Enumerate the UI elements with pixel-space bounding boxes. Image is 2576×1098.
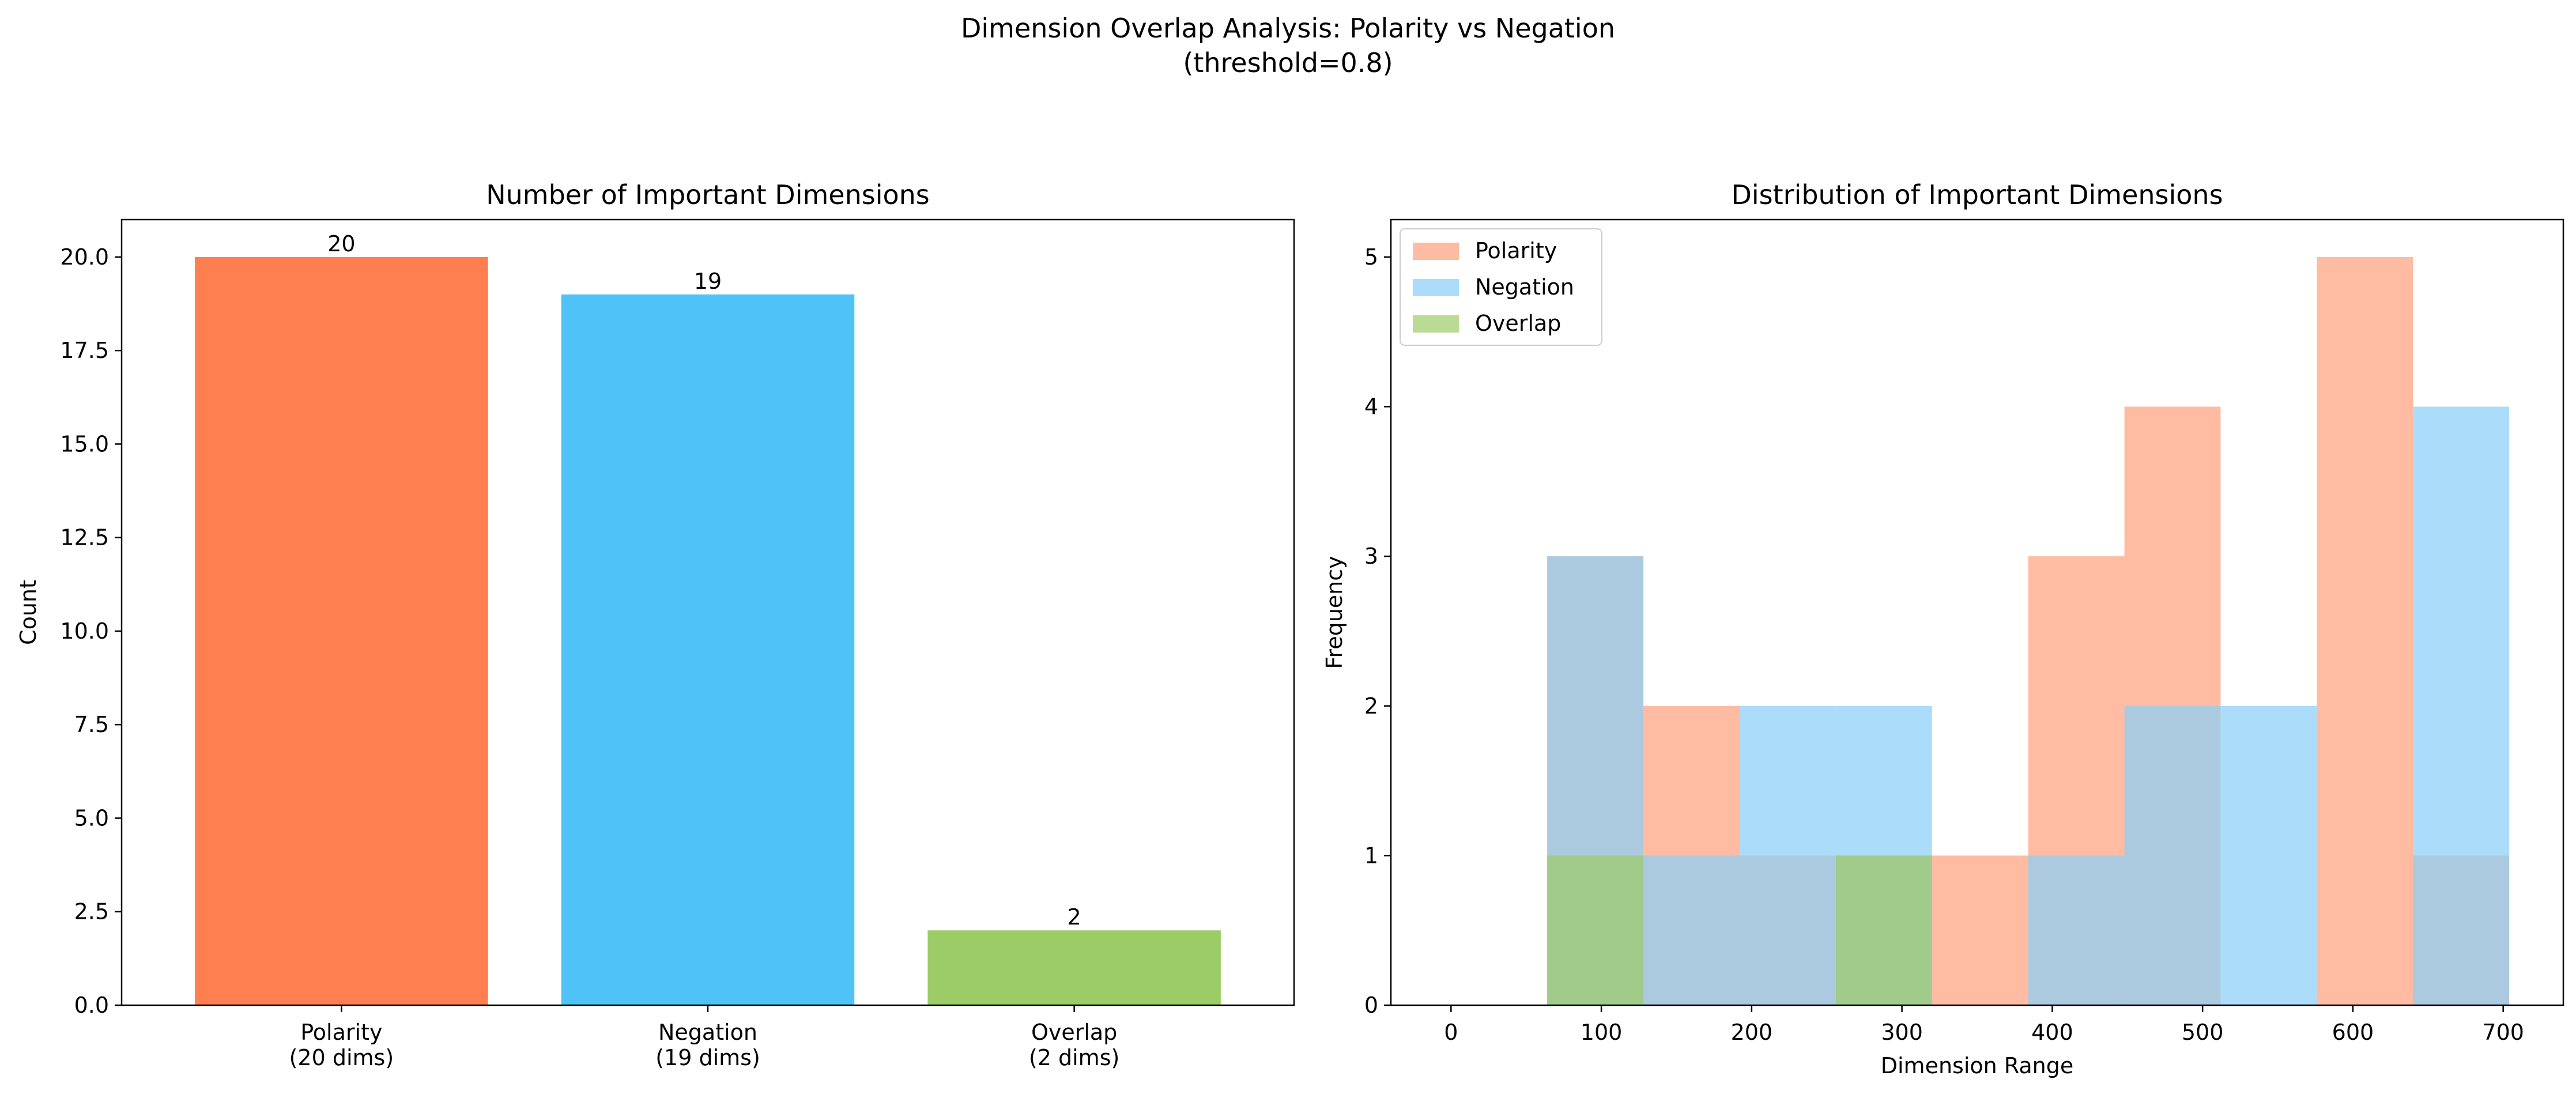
hist-bar-negation — [2124, 705, 2221, 1005]
y-tick-label: 20.0 — [60, 244, 109, 270]
bar-data-label: 19 — [694, 269, 722, 294]
x-tick-label: 500 — [2182, 1020, 2224, 1045]
plot-frame — [120, 218, 1295, 1006]
histogram-panel: Distribution of Important Dimensions 0 100… — [1322, 179, 2564, 1078]
bar-chart-panel: Number of Important Dimensions 20 Polarity… — [16, 179, 1295, 1070]
x-tick-label: 300 — [1881, 1020, 1923, 1045]
bar-data-label: 20 — [327, 231, 355, 256]
legend-label-negation: Negation — [1475, 274, 1574, 300]
y-axis-label: Frequency — [1322, 556, 1347, 669]
y-tick-label: 4 — [1364, 394, 1378, 420]
hist-bar-overlap — [1835, 855, 1932, 1005]
plot-frame — [1390, 218, 2564, 1006]
y-tick-label: 0 — [1364, 993, 1378, 1018]
x-tick-label: 600 — [2332, 1020, 2374, 1045]
bar-chart-title: Number of Important Dimensions — [486, 179, 930, 210]
hist-bar-negation — [2220, 705, 2317, 1005]
histogram-title: Distribution of Important Dimensions — [1731, 179, 2223, 210]
y-tick-label: 5 — [1364, 244, 1378, 270]
figure-subtitle: (threshold=0.8) — [1183, 47, 1393, 78]
y-tick-label: 12.5 — [60, 525, 109, 550]
y-tick-label: 15.0 — [60, 431, 109, 456]
hist-bar-polarity — [1932, 855, 2028, 1005]
y-tick-label: 7.5 — [74, 712, 109, 737]
figure-title: Dimension Overlap Analysis: Polarity vs … — [960, 13, 1616, 44]
legend-label-overlap: Overlap — [1475, 311, 1561, 336]
y-tick-label: 10.0 — [60, 618, 109, 644]
y-tick-label: 2.5 — [74, 899, 109, 925]
hist-bar-polarity — [2317, 256, 2413, 1005]
hist-bar-negation — [1739, 705, 1836, 1005]
bar-2 — [561, 294, 855, 1005]
x-tick-label: 0 — [1444, 1020, 1458, 1045]
x-tick-label: 100 — [1581, 1020, 1623, 1045]
y-tick-label: 1 — [1364, 843, 1378, 868]
hist-bar-negation — [2413, 406, 2510, 1005]
y-tick-label: 17.5 — [60, 338, 109, 363]
legend-swatch-polarity — [1413, 243, 1459, 260]
legend-label-polarity: Polarity — [1475, 238, 1557, 263]
y-tick-label: 0.0 — [74, 993, 109, 1018]
y-tick-label: 2 — [1364, 693, 1378, 719]
x-tick-label: 400 — [2031, 1020, 2073, 1045]
x-axis-label: Dimension Range — [1881, 1053, 2074, 1078]
hist-bar-negation — [2028, 855, 2125, 1005]
legend-swatch-negation — [1413, 279, 1459, 296]
x-tick-label: Polarity (20 dims) — [289, 1020, 394, 1070]
bar-1 — [195, 256, 488, 1005]
bar-data-label: 2 — [1068, 904, 1081, 930]
hist-bar-negation — [1643, 855, 1740, 1005]
y-tick-label: 5.0 — [74, 805, 109, 831]
x-tick-label: 200 — [1731, 1020, 1773, 1045]
y-axis-label: Count — [16, 580, 41, 645]
bar-3 — [927, 930, 1221, 1005]
x-tick-label: 700 — [2482, 1020, 2524, 1045]
legend-swatch-overlap — [1413, 315, 1459, 333]
hist-bar-overlap — [1547, 855, 1644, 1005]
y-tick-label: 3 — [1364, 544, 1378, 569]
x-tick-label: Overlap (2 dims) — [1029, 1020, 1119, 1070]
x-tick-label: Negation (19 dims) — [655, 1020, 760, 1070]
